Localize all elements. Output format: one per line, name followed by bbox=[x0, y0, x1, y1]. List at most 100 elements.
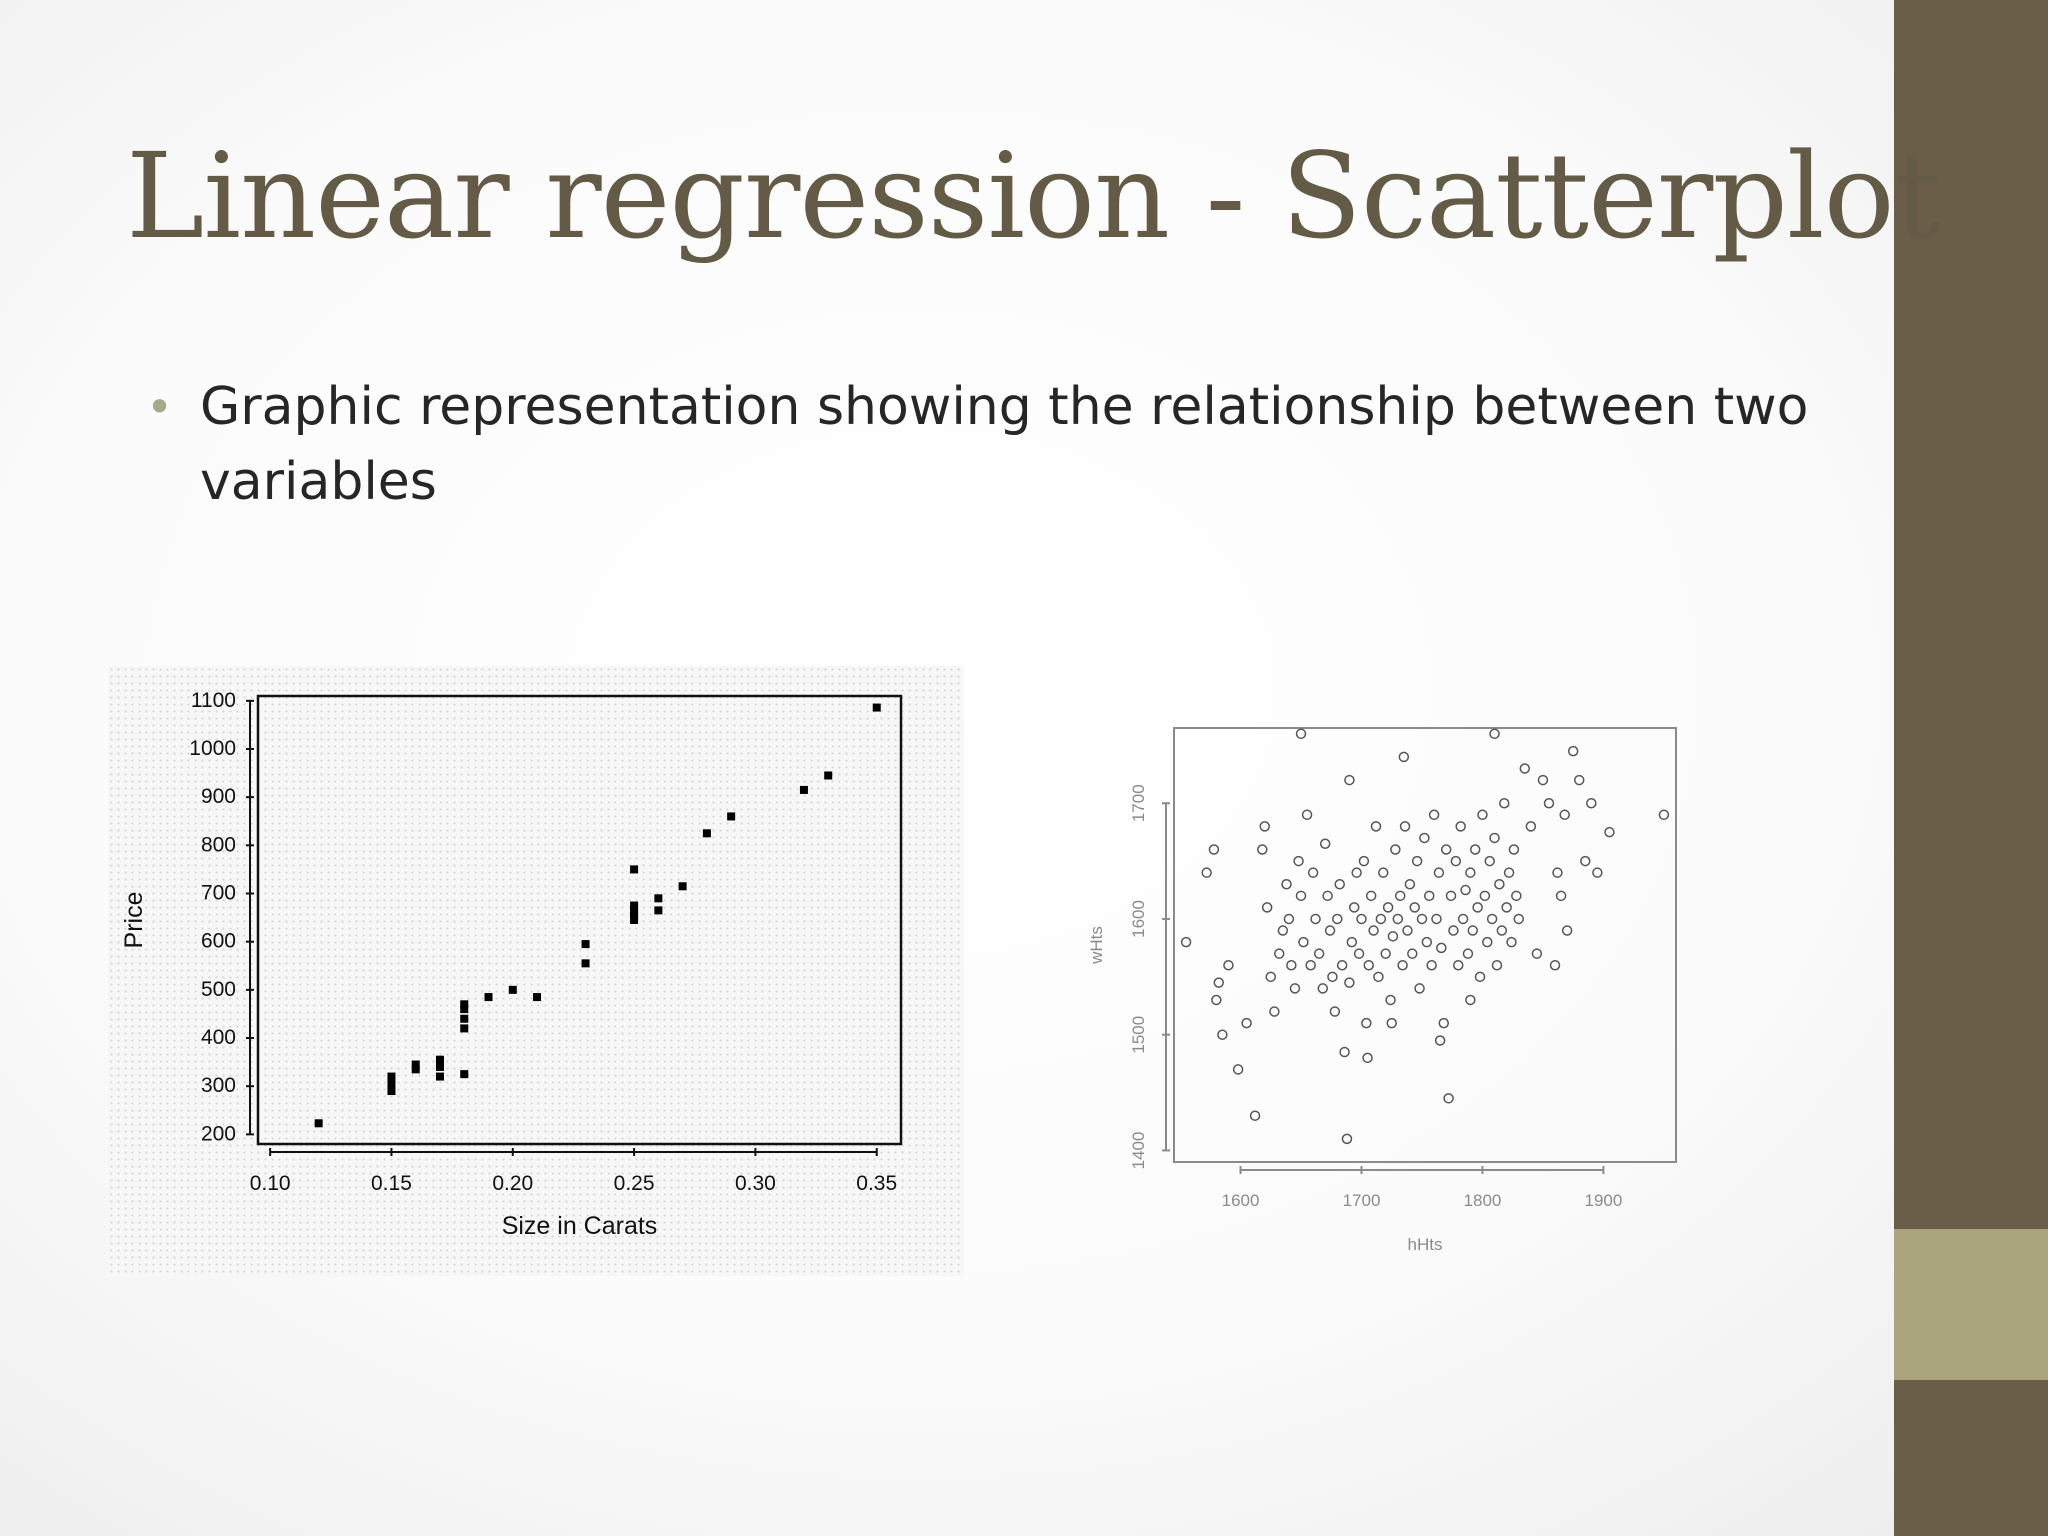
data-point bbox=[387, 1072, 396, 1081]
y-tick-label: 300 bbox=[201, 1074, 236, 1097]
data-point bbox=[1537, 774, 1549, 786]
data-point bbox=[1434, 1035, 1446, 1046]
data-point bbox=[1431, 913, 1442, 925]
data-point bbox=[1658, 809, 1670, 821]
data-point bbox=[1392, 913, 1404, 925]
data-point bbox=[654, 906, 663, 915]
data-point bbox=[460, 1005, 469, 1014]
y-tick-label: 1500 bbox=[1129, 1016, 1148, 1054]
data-point bbox=[1498, 797, 1510, 809]
data-point bbox=[630, 906, 639, 915]
data-point bbox=[1286, 960, 1297, 971]
plot-frame bbox=[256, 694, 903, 1146]
data-point bbox=[1289, 983, 1301, 994]
data-point bbox=[1397, 960, 1408, 971]
x-tick-label: 0.35 bbox=[856, 1172, 897, 1195]
data-point bbox=[1361, 1017, 1372, 1029]
data-point bbox=[435, 1055, 444, 1064]
data-point bbox=[1573, 774, 1585, 786]
data-point bbox=[1295, 728, 1307, 740]
data-point bbox=[1508, 844, 1520, 855]
x-tick-label: 0.15 bbox=[371, 1172, 412, 1195]
data-point bbox=[1555, 890, 1567, 902]
data-point bbox=[1455, 821, 1466, 832]
data-point bbox=[1496, 925, 1508, 936]
data-point bbox=[1399, 821, 1411, 832]
data-point bbox=[1208, 844, 1220, 855]
data-point bbox=[1484, 855, 1495, 867]
data-point bbox=[1489, 728, 1500, 740]
data-point bbox=[1402, 925, 1413, 936]
data-point bbox=[1370, 821, 1382, 832]
y-tick-label: 200 bbox=[201, 1122, 236, 1145]
data-point bbox=[1365, 890, 1377, 902]
data-point bbox=[1580, 855, 1591, 867]
x-tick-label: 1900 bbox=[1585, 1191, 1623, 1210]
data-point bbox=[1465, 867, 1476, 878]
data-point bbox=[630, 865, 639, 874]
data-point bbox=[1232, 1064, 1244, 1075]
bullet-list: • Graphic representation showing the rel… bbox=[146, 370, 1826, 520]
data-point bbox=[1336, 960, 1348, 971]
y-tick-label: 1700 bbox=[1129, 784, 1148, 822]
data-point bbox=[1368, 925, 1379, 936]
data-point bbox=[1592, 867, 1603, 878]
data-point bbox=[1378, 867, 1389, 878]
data-point bbox=[1436, 942, 1447, 954]
data-point bbox=[1519, 763, 1531, 774]
data-point bbox=[1351, 867, 1362, 878]
data-point bbox=[460, 1014, 469, 1023]
scatterplot-price-vs-carats: 0.10 0.15 0.20 0.25 0.30 0.35 200 300 400 500 600 7… bbox=[108, 666, 964, 1276]
data-point bbox=[1414, 983, 1425, 994]
data-point bbox=[1513, 913, 1524, 925]
data-point bbox=[1411, 855, 1423, 867]
data-point bbox=[1385, 994, 1396, 1006]
y-axis-label: Price bbox=[120, 892, 148, 949]
data-point bbox=[1353, 948, 1365, 959]
data-point bbox=[1332, 913, 1343, 925]
data-point bbox=[1604, 826, 1615, 838]
sidebar-accent-block bbox=[1894, 1229, 2048, 1380]
data-point bbox=[435, 1062, 444, 1071]
data-point bbox=[1482, 936, 1493, 948]
x-tick-label: 0.30 bbox=[735, 1172, 776, 1195]
data-point bbox=[1462, 948, 1474, 959]
data-point bbox=[1448, 925, 1459, 936]
slide-title: Linear regression - Scatterplot bbox=[126, 127, 1941, 265]
scatterplot-heights-svg: 1600 1700 1800 1900 1400 1500 1600 1700 hHts wHts bbox=[1087, 727, 1677, 1254]
data-point bbox=[1465, 994, 1476, 1006]
y-tick-label: 1600 bbox=[1129, 900, 1148, 938]
data-point bbox=[1559, 809, 1570, 821]
data-point bbox=[1201, 867, 1212, 878]
data-point bbox=[1494, 878, 1505, 890]
data-point bbox=[1438, 1017, 1449, 1029]
scatterplot-heights: 1600 1700 1800 1900 1400 1500 1600 1700 hHts wHts bbox=[1080, 700, 1700, 1280]
data-point bbox=[1486, 913, 1498, 925]
data-point bbox=[1387, 931, 1399, 942]
y-tick-label: 600 bbox=[201, 930, 236, 953]
data-point bbox=[1423, 890, 1435, 902]
data-point bbox=[1298, 936, 1309, 948]
data-point bbox=[460, 1024, 469, 1033]
data-point bbox=[1472, 902, 1483, 913]
data-point bbox=[727, 812, 736, 821]
data-point bbox=[1249, 1110, 1261, 1121]
data-point bbox=[1469, 844, 1481, 855]
data-point bbox=[1549, 960, 1561, 971]
data-point bbox=[1307, 867, 1319, 878]
data-point bbox=[1363, 960, 1375, 971]
data-point bbox=[1390, 844, 1401, 855]
x-tick-label: 1600 bbox=[1222, 1191, 1260, 1210]
x-tick-label: 1700 bbox=[1343, 1191, 1381, 1210]
x-tick-label: 1800 bbox=[1464, 1191, 1502, 1210]
data-point bbox=[1531, 948, 1543, 959]
data-point bbox=[508, 985, 517, 994]
data-point bbox=[1491, 960, 1503, 971]
data-point bbox=[1380, 948, 1391, 959]
data-point bbox=[1445, 890, 1457, 902]
data-point bbox=[799, 785, 808, 794]
data-point bbox=[678, 882, 687, 891]
x-tick-label: 0.25 bbox=[614, 1172, 655, 1195]
data-point bbox=[1223, 960, 1234, 971]
data-point bbox=[1283, 913, 1295, 925]
